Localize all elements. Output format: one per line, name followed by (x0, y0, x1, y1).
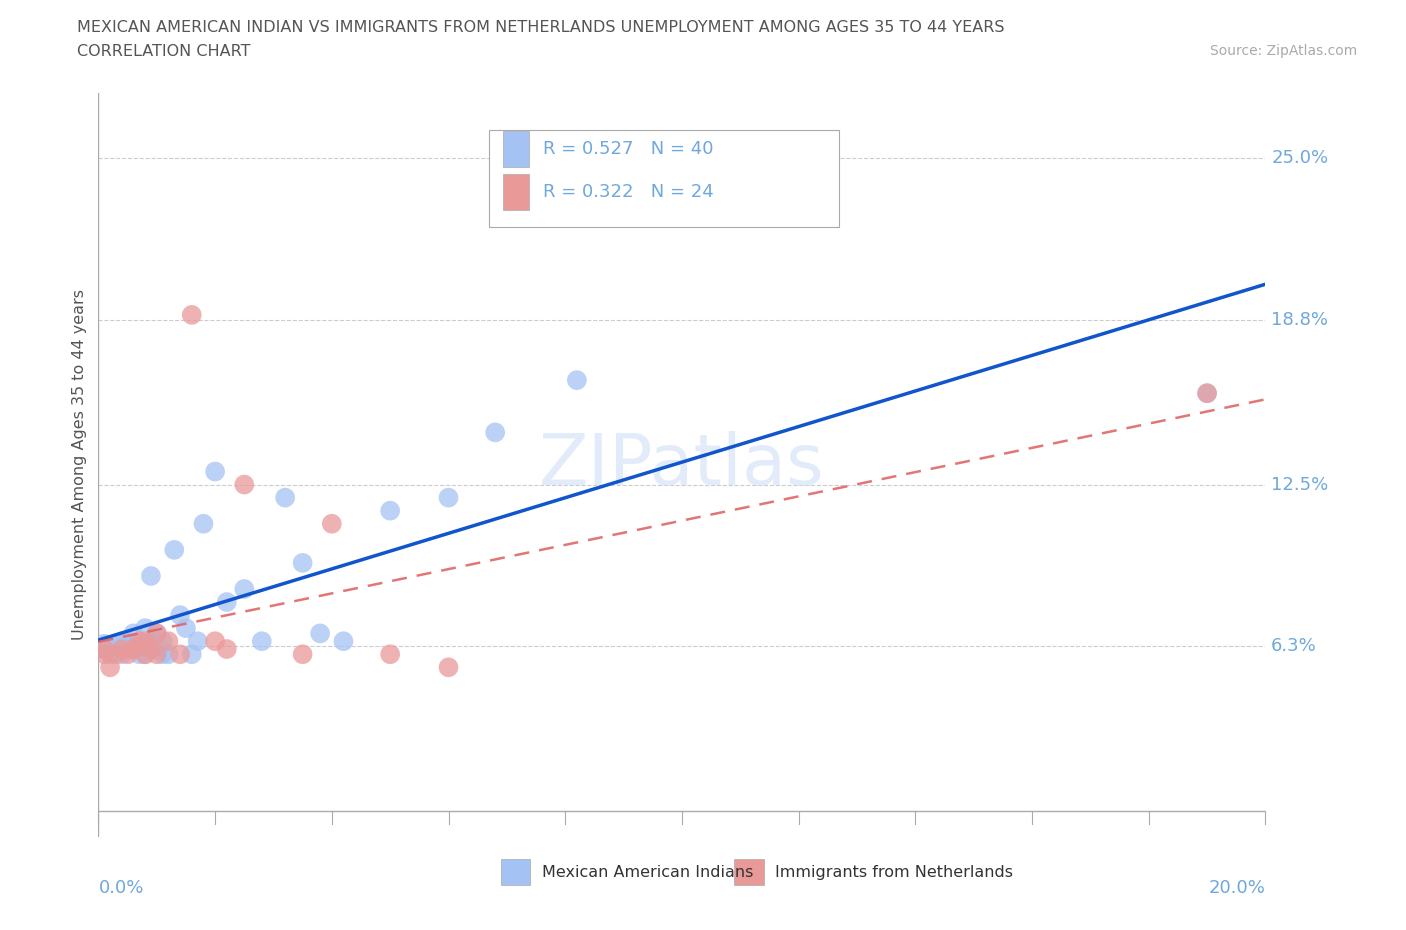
Point (233, 477, 256, 492)
Point (146, 626, 169, 641)
Point (274, 490, 297, 505)
Text: 0.0%: 0.0% (98, 879, 143, 897)
Point (111, 633, 134, 648)
Point (128, 647, 150, 662)
Text: Source: ZipAtlas.com: Source: ZipAtlas.com (1209, 44, 1357, 58)
Point (163, 542, 186, 557)
Point (122, 642, 145, 657)
Point (157, 647, 180, 662)
Bar (503, 174, 529, 209)
Text: CORRELATION CHART: CORRELATION CHART (77, 44, 250, 59)
Point (321, 516, 343, 531)
Point (146, 642, 169, 657)
Point (146, 626, 169, 641)
Point (128, 633, 150, 648)
Y-axis label: Unemployment Among Ages 35 to 44 years: Unemployment Among Ages 35 to 44 years (72, 289, 87, 641)
Point (291, 555, 314, 570)
Point (134, 633, 156, 648)
Point (250, 633, 273, 648)
Point (380, 503, 402, 518)
Point (380, 647, 402, 662)
Point (139, 633, 162, 648)
Point (215, 594, 238, 609)
Bar (503, 131, 529, 167)
Point (332, 633, 354, 648)
Point (111, 642, 134, 657)
Point (187, 633, 209, 648)
Point (134, 647, 156, 662)
Point (291, 647, 314, 662)
Point (139, 642, 162, 657)
Text: 6.3%: 6.3% (1271, 637, 1317, 656)
Bar (734, 859, 763, 885)
Point (93, 636, 115, 651)
Point (180, 308, 202, 323)
Point (169, 647, 191, 662)
Point (117, 642, 139, 657)
Text: MEXICAN AMERICAN INDIAN VS IMMIGRANTS FROM NETHERLANDS UNEMPLOYMENT AMONG AGES 3: MEXICAN AMERICAN INDIAN VS IMMIGRANTS FR… (77, 20, 1005, 35)
Text: ZIPatlas: ZIPatlas (538, 431, 825, 499)
Point (93, 647, 115, 662)
Point (122, 642, 145, 657)
Text: 20.0%: 20.0% (1209, 879, 1265, 897)
Point (204, 633, 226, 648)
Bar (501, 859, 530, 885)
Bar (489, 130, 839, 227)
Point (139, 568, 162, 583)
Point (484, 425, 506, 440)
Point (174, 620, 197, 635)
Text: 12.5%: 12.5% (1271, 475, 1329, 494)
Point (104, 639, 127, 654)
Point (98, 660, 121, 675)
Point (437, 490, 460, 505)
Point (193, 516, 215, 531)
Point (204, 464, 226, 479)
Point (1195, 386, 1218, 401)
Point (93, 642, 115, 657)
Point (437, 660, 460, 675)
Point (117, 633, 139, 648)
Point (117, 647, 139, 662)
Point (152, 633, 174, 648)
Point (565, 373, 588, 388)
Text: Immigrants from Netherlands: Immigrants from Netherlands (775, 865, 1014, 880)
Text: 25.0%: 25.0% (1271, 149, 1329, 167)
Point (111, 647, 134, 662)
Point (309, 626, 332, 641)
Point (122, 626, 145, 641)
Point (233, 581, 256, 596)
Point (128, 639, 150, 654)
Point (104, 647, 127, 662)
Text: R = 0.322   N = 24: R = 0.322 N = 24 (543, 182, 714, 201)
Point (134, 620, 156, 635)
Point (146, 647, 169, 662)
Point (1195, 386, 1218, 401)
Point (157, 633, 180, 648)
Text: Mexican American Indians: Mexican American Indians (541, 865, 754, 880)
Point (98, 647, 121, 662)
Point (134, 647, 156, 662)
Point (169, 607, 191, 622)
Text: 18.8%: 18.8% (1271, 312, 1329, 329)
Point (215, 642, 238, 657)
Point (93, 642, 115, 657)
Point (180, 647, 202, 662)
Point (152, 647, 174, 662)
Text: R = 0.527   N = 40: R = 0.527 N = 40 (543, 140, 713, 158)
